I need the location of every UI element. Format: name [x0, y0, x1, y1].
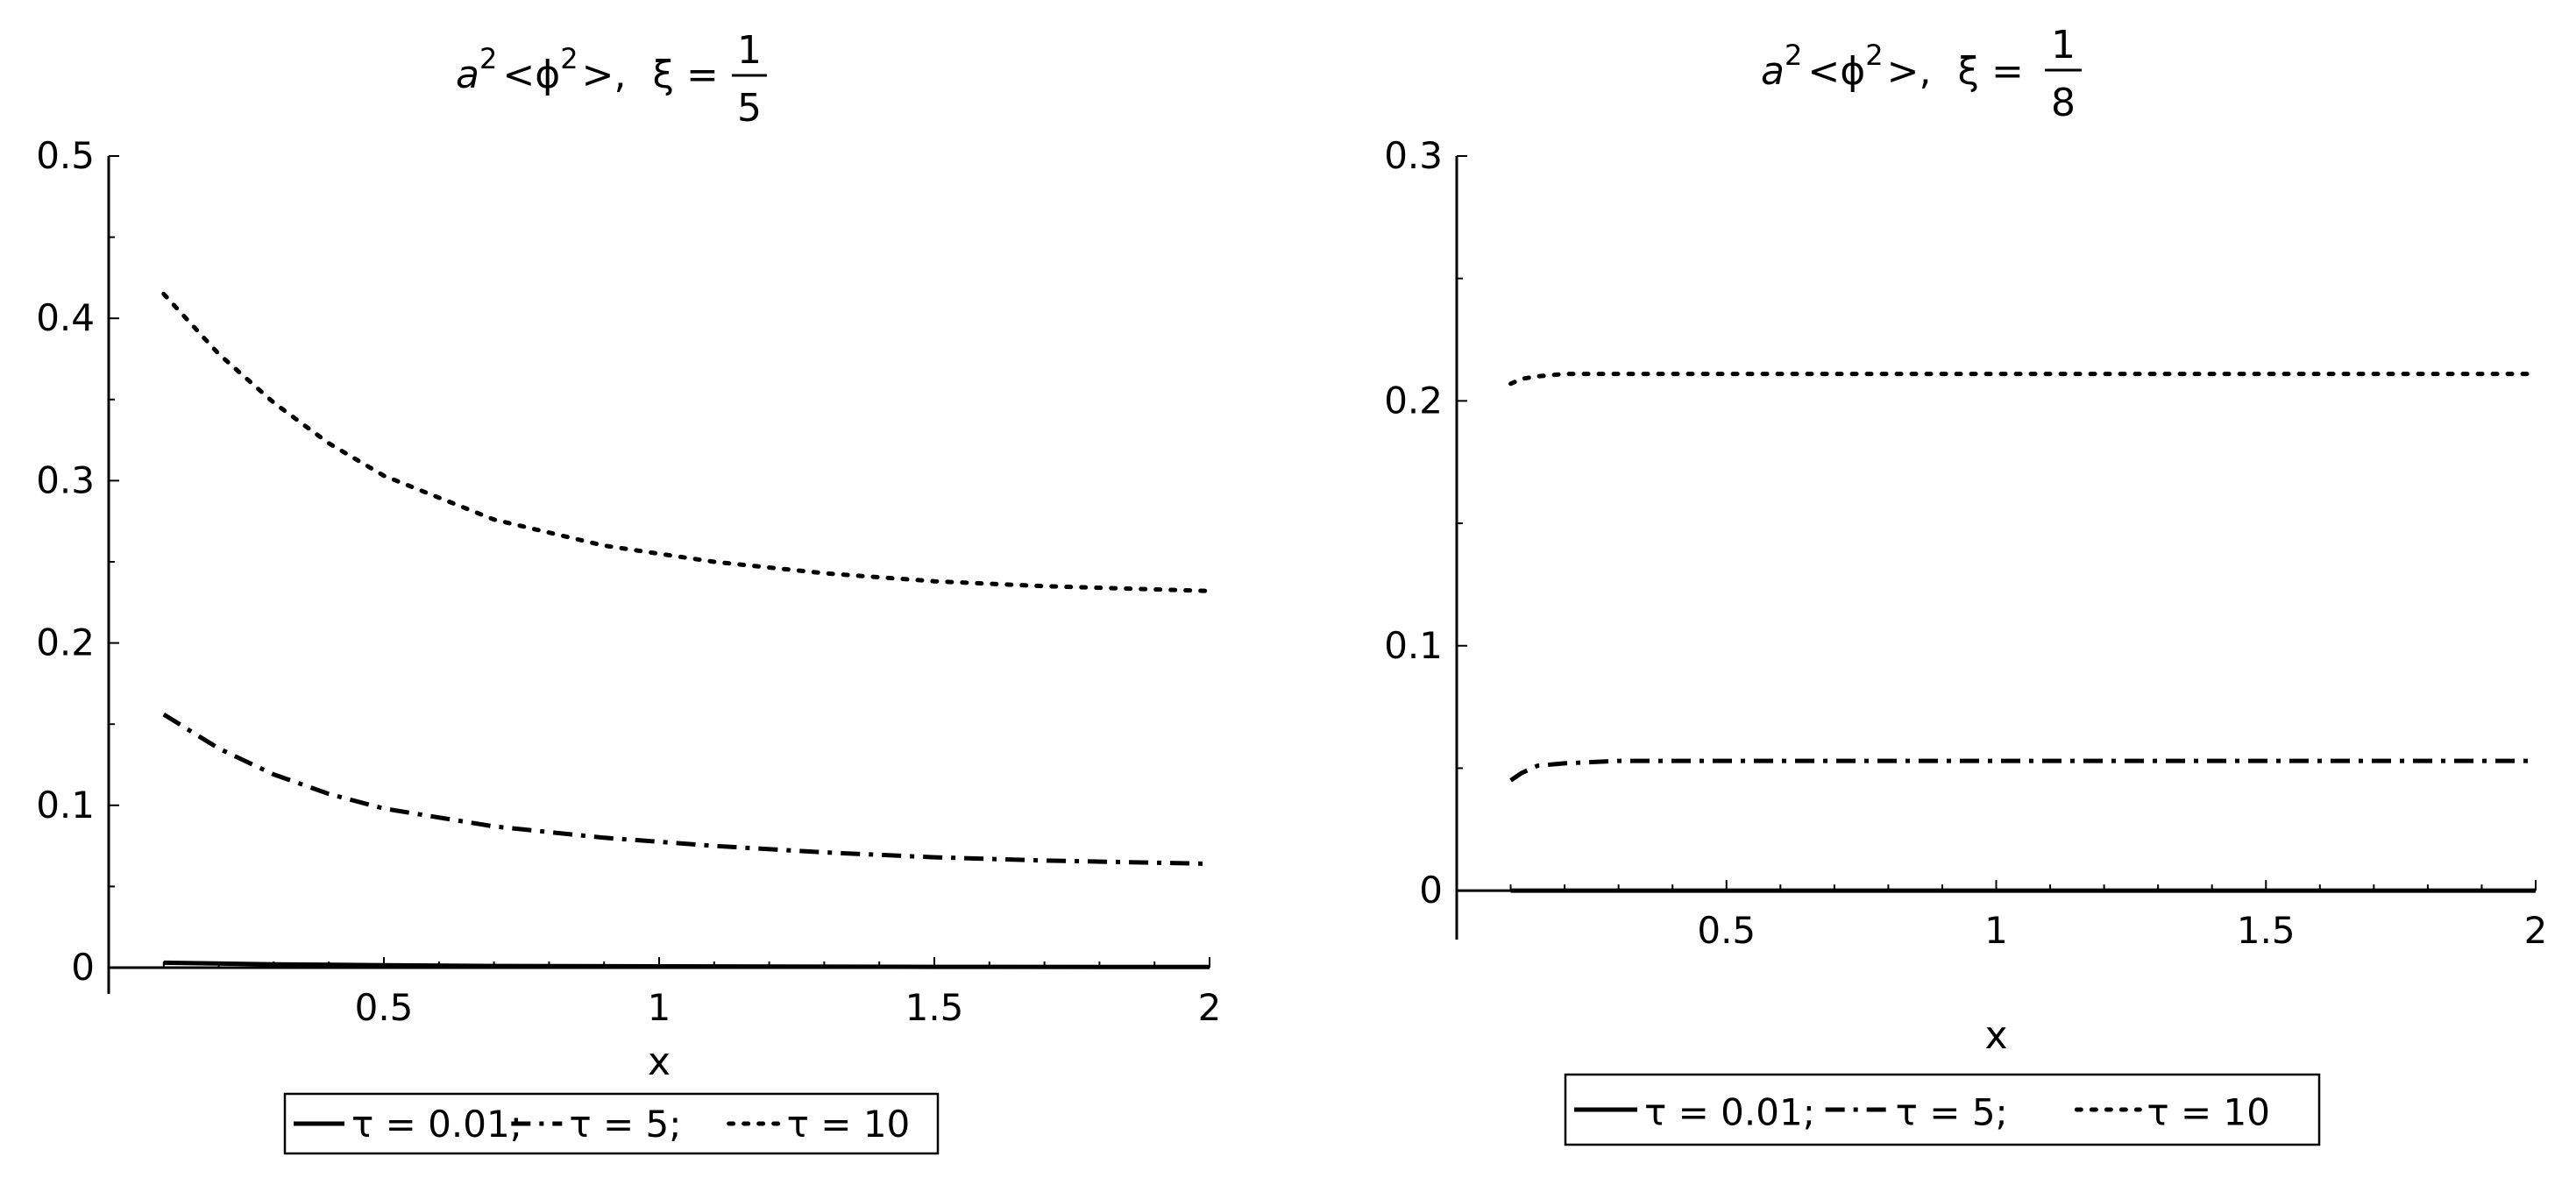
- y-tick-label: 0: [1419, 869, 1443, 912]
- chart-panel-left: a2 <ϕ2>, ξ = 1 5 0 0.1 0.2 0.3 0.4 0.5 0.5 1 1.5 2 x…: [36, 28, 1222, 1155]
- legend-label: τ = 0.01;: [1644, 1090, 1815, 1133]
- chart-right-svg: a2 <ϕ2>, ξ = 1 8 0 0.1 0.2 0.3 0.5 1 1.5 2 x τ = 0.…: [1384, 23, 2548, 1146]
- legend-label: τ = 0.01;: [351, 1103, 522, 1146]
- series-line-dotted: [1508, 372, 2538, 387]
- x-tick-label: 2: [1198, 986, 1222, 1029]
- x-tick-label: 1.5: [2237, 909, 2296, 952]
- y-tick-label: 0.5: [36, 134, 95, 177]
- x-tick-label: 1: [648, 986, 671, 1029]
- chart-title: a2 <ϕ2>, ξ =: [456, 42, 719, 97]
- y-tick-label: 0.1: [1384, 624, 1443, 667]
- legend-label: τ = 10: [787, 1103, 911, 1146]
- legend-label: τ = 5;: [569, 1103, 681, 1146]
- y-tick-label: 0: [71, 946, 95, 989]
- x-tick-label: 1: [1984, 909, 2008, 952]
- series-line-solid: [163, 960, 1210, 969]
- y-tick-label: 0.3: [36, 458, 95, 501]
- x-axis-label: x: [1984, 1013, 2007, 1058]
- series-line-dashdot: [1509, 758, 2536, 783]
- y-tick-label: 0.2: [36, 621, 95, 664]
- legend-label: τ = 10: [2147, 1090, 2270, 1133]
- y-tick-label: 0.2: [1384, 379, 1443, 422]
- chart-panel-right: a2 <ϕ2>, ξ = 1 8 0 0.1 0.2 0.3 0.5 1 1.5 2 x τ = 0.…: [1288, 0, 2576, 1185]
- title-fraction-denominator: 8: [2051, 81, 2076, 125]
- x-tick-label: 1.5: [905, 986, 964, 1029]
- y-tick-label: 0.1: [36, 784, 95, 827]
- x-tick-label: 0.5: [1697, 909, 1756, 952]
- legend-box: [283, 1092, 940, 1155]
- legend-label: τ = 5;: [1896, 1090, 2008, 1133]
- series-line-dotted: [161, 291, 1212, 593]
- legend-box: [1564, 1073, 2321, 1146]
- title-fraction-numerator: 1: [2051, 23, 2076, 67]
- x-tick-label: 2: [2524, 909, 2548, 952]
- chart-left-svg: a2 <ϕ2>, ξ = 1 5 0 0.1 0.2 0.3 0.4 0.5 0.5 1 1.5 2 x…: [36, 28, 1222, 1155]
- series-line-dashdot: [162, 712, 1210, 866]
- x-axis-label: x: [648, 1040, 671, 1084]
- chart-title: a2 <ϕ2>, ξ =: [1761, 39, 2024, 94]
- title-fraction-numerator: 1: [737, 28, 762, 73]
- x-tick-label: 0.5: [355, 986, 414, 1029]
- y-tick-label: 0.4: [36, 296, 95, 339]
- y-tick-label: 0.3: [1384, 134, 1443, 177]
- title-fraction-denominator: 5: [737, 86, 762, 131]
